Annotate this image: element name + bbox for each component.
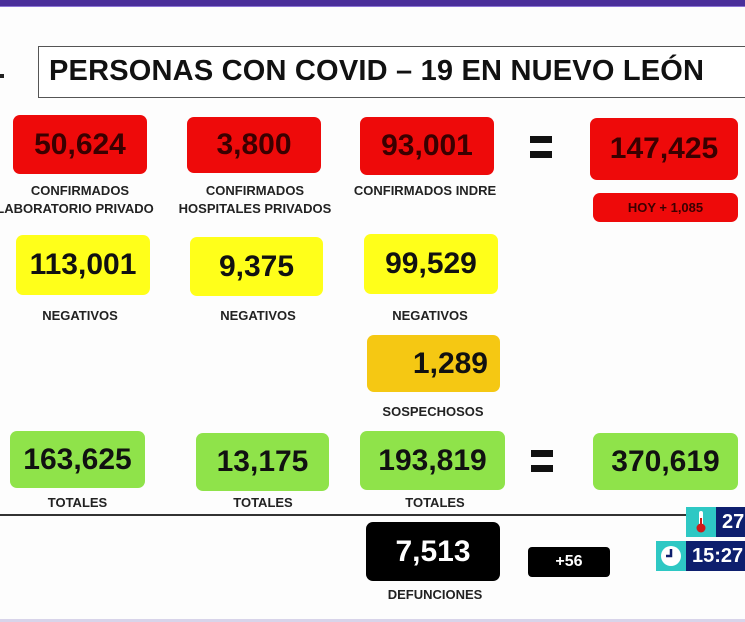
totals-indre-label: TOTALES bbox=[405, 495, 465, 510]
label-line: CONFIRMADOS bbox=[30, 183, 130, 198]
divider-line bbox=[0, 514, 690, 516]
negatives-hospitals-private-value: 9,375 bbox=[190, 237, 323, 296]
grand-total-value: 370,619 bbox=[593, 433, 738, 490]
equals-sign bbox=[530, 136, 552, 158]
label-line: LABORATORIO PRIVADO bbox=[0, 201, 154, 216]
totals-lab-private-label: TOTALES bbox=[47, 495, 108, 510]
thermometer-icon bbox=[686, 507, 716, 537]
confirmed-today-badge: HOY + 1,085 bbox=[593, 193, 738, 222]
confirmed-lab-private-label: CONFIRMADOS LABORATORIO PRIVADO bbox=[0, 182, 160, 218]
bottom-bar bbox=[0, 619, 745, 622]
page-title: PERSONAS CON COVID – 19 EN NUEVO LEÓN bbox=[49, 55, 705, 87]
equals-sign bbox=[531, 450, 553, 472]
totals-hospitals-private-label: TOTALES bbox=[233, 495, 293, 510]
label-line: CONFIRMADOS bbox=[205, 183, 305, 198]
suspects-label: SOSPECHOSOS bbox=[382, 404, 484, 419]
deaths-value: 7,513 bbox=[366, 522, 500, 581]
negatives-hospitals-private-label: NEGATIVOS bbox=[220, 308, 296, 323]
deaths-today-badge: +56 bbox=[528, 547, 610, 577]
top-bar bbox=[0, 0, 745, 7]
title-box: PERSONAS CON COVID – 19 EN NUEVO LEÓN bbox=[38, 46, 745, 98]
clock-icon bbox=[656, 541, 686, 571]
temperature-value: 27 bbox=[716, 507, 745, 537]
confirmed-hospitals-private-label: CONFIRMADOS HOSPITALES PRIVADOS bbox=[175, 182, 335, 218]
confirmed-indre-label: CONFIRMADOS INDRE bbox=[353, 183, 497, 198]
negatives-indre-label: NEGATIVOS bbox=[392, 308, 468, 323]
confirmed-indre-value: 93,001 bbox=[360, 117, 494, 175]
confirmed-hospitals-private-value: 3,800 bbox=[187, 117, 321, 173]
suspects-value: 1,289 bbox=[367, 335, 500, 392]
totals-hospitals-private-value: 13,175 bbox=[196, 433, 329, 491]
negatives-indre-value: 99,529 bbox=[364, 234, 498, 294]
negatives-lab-private-value: 113,001 bbox=[16, 235, 150, 295]
negatives-lab-private-label: NEGATIVOS bbox=[42, 308, 118, 323]
totals-lab-private-value: 163,625 bbox=[10, 431, 145, 488]
confirmed-total-value: 147,425 bbox=[590, 118, 738, 180]
totals-indre-value: 193,819 bbox=[360, 431, 505, 490]
label-line: HOSPITALES PRIVADOS bbox=[178, 201, 332, 216]
time-value: 15:27 bbox=[686, 541, 745, 571]
deaths-label: DEFUNCIONES bbox=[387, 587, 483, 602]
bullet-mark bbox=[0, 74, 4, 78]
confirmed-lab-private-value: 50,624 bbox=[13, 115, 147, 174]
